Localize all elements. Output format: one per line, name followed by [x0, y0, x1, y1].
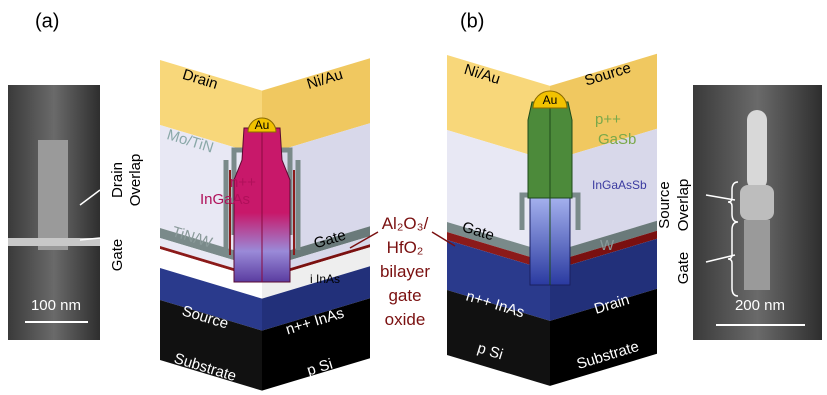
- panel-label: (a): [35, 10, 59, 32]
- layer-face: [550, 53, 657, 161]
- layer-face: [447, 240, 550, 321]
- layer-face: [550, 220, 657, 263]
- panel-label: (b): [460, 10, 484, 32]
- layer-face: [160, 268, 262, 331]
- layer-face: [262, 247, 370, 299]
- layer-face: [160, 249, 262, 299]
- layer-label: InGaAsSb: [592, 178, 647, 192]
- cap-label: Au: [255, 118, 270, 132]
- overlap-label: Overlap: [127, 154, 144, 207]
- overlap-label: Source: [656, 181, 673, 229]
- layer-face: [262, 58, 370, 156]
- layer-face: [447, 222, 550, 263]
- layer-face: [550, 230, 657, 271]
- layer-face: [160, 60, 262, 156]
- device-shapes: [160, 53, 657, 391]
- layer-label: p Si: [475, 340, 505, 364]
- gate-label: Gate: [109, 239, 126, 272]
- nanowire: [38, 140, 68, 250]
- layer-label: p++ GaSb: [595, 111, 636, 148]
- nanowire-base: [744, 220, 770, 290]
- layer-face: [550, 238, 657, 321]
- cap-label: Au: [543, 93, 558, 107]
- layer-face: [160, 300, 262, 391]
- channel-label: n++ InGaAs: [200, 174, 256, 208]
- layer-face: [262, 266, 370, 331]
- annotation-brace: [79, 184, 113, 253]
- scale-label: 100 nm: [31, 297, 81, 314]
- layer-label: p Si: [305, 356, 335, 380]
- layer-face: [447, 232, 550, 271]
- oxide-pointer: [349, 231, 456, 249]
- overlap-region: [740, 185, 774, 220]
- oxide-line: [229, 170, 295, 255]
- au-cap: [247, 117, 277, 133]
- layer-face: [447, 55, 550, 161]
- au-cap: [532, 90, 568, 109]
- overlap-label: Drain: [109, 162, 126, 198]
- nanowire: [747, 110, 767, 190]
- overlap-label: Overlap: [675, 179, 692, 232]
- annotation-brace: [705, 181, 739, 297]
- layer-label: i InAs: [310, 272, 340, 286]
- layer-face: [262, 298, 370, 391]
- layer-face: [550, 288, 657, 386]
- oxide-label: Al₂O₃/HfO₂ bilayer gate oxide: [380, 214, 430, 329]
- gate-label: Gate: [675, 252, 692, 285]
- gate-layer: [8, 238, 100, 246]
- layer-label: W: [600, 237, 615, 254]
- scale-label: 200 nm: [735, 297, 785, 314]
- layer-face: [447, 290, 550, 386]
